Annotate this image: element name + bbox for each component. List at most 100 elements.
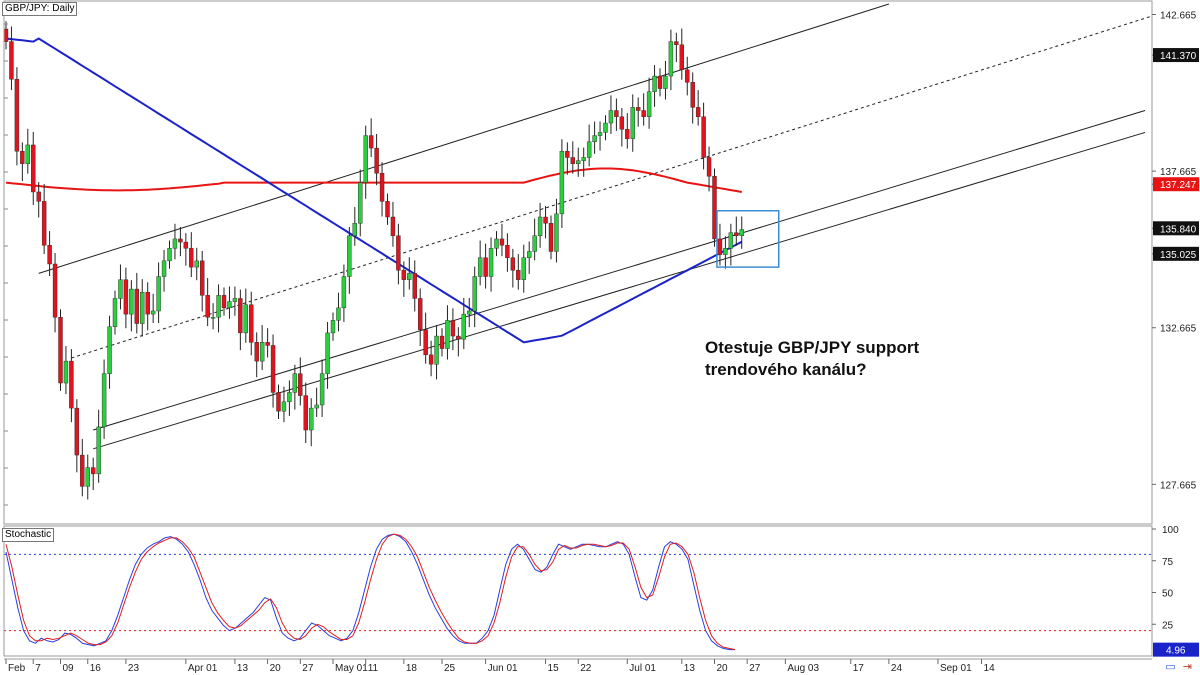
- candle-body: [690, 82, 695, 108]
- candle-body: [543, 216, 548, 224]
- candle-body: [47, 245, 52, 265]
- channel-lower-line-2: [93, 131, 1146, 450]
- candle-body: [216, 295, 221, 318]
- stochastic-label: Stochastic: [2, 528, 55, 542]
- candle-body: [156, 276, 161, 312]
- time-tick-label: 27: [302, 663, 314, 674]
- candle-body: [701, 116, 706, 158]
- candle-body: [608, 110, 614, 124]
- candle-body: [679, 44, 684, 70]
- candle-body: [739, 229, 744, 237]
- candle-body: [325, 332, 330, 374]
- candle-body: [505, 245, 510, 258]
- candle-body: [140, 291, 145, 324]
- stochastic-panel: [4, 533, 1152, 651]
- candle-body: [292, 373, 298, 393]
- candle-body: [134, 288, 140, 324]
- candle-body: [477, 257, 483, 277]
- candle-body: [352, 223, 357, 237]
- annotation-line-2: trendového kanálu?: [705, 360, 867, 379]
- price-tick-label: 137.665: [1160, 167, 1197, 178]
- candle-body: [63, 360, 69, 384]
- price-tag-box: [1153, 177, 1199, 192]
- candle-body: [488, 248, 494, 277]
- candle-body: [368, 135, 374, 149]
- candle-body: [412, 273, 417, 299]
- stoch-tick-label: 75: [1162, 557, 1174, 568]
- time-tick-label: 18: [406, 663, 418, 674]
- time-tick-label: 13: [237, 663, 249, 674]
- stochastic-d-line: [5, 533, 736, 651]
- candle-body: [210, 317, 216, 319]
- candle-body: [407, 273, 412, 280]
- candle-body: [358, 182, 363, 224]
- candle-body: [123, 279, 129, 315]
- time-tick-label: 20: [717, 663, 729, 674]
- arrow-icon[interactable]: ⇥: [1182, 661, 1192, 673]
- time-tick-label: 15: [548, 663, 560, 674]
- symbol-label: GBP/JPY: Daily: [2, 2, 78, 16]
- time-tick-label: 23: [128, 663, 140, 674]
- candle-body: [379, 172, 385, 202]
- candle-body: [221, 295, 227, 309]
- candle-body: [586, 141, 592, 158]
- candle-body: [559, 151, 565, 215]
- candle-body: [706, 157, 712, 177]
- candle-body: [527, 251, 532, 258]
- candle-body: [439, 335, 445, 349]
- price-tag-label: 135.840: [1160, 224, 1197, 235]
- time-tick-label: 17: [853, 663, 865, 674]
- time-tick-label: 14: [984, 663, 996, 674]
- candle-body: [249, 304, 254, 343]
- candle-body: [581, 157, 586, 161]
- stoch-value-label: 4.96: [1166, 646, 1186, 657]
- candle-body: [521, 257, 526, 280]
- price-tag-box: [1153, 246, 1199, 261]
- stoch-tick-label: 25: [1162, 620, 1174, 631]
- candle-body: [532, 235, 537, 252]
- candle-body: [494, 238, 499, 249]
- time-tick-label: 27: [749, 663, 761, 674]
- candle-body: [418, 298, 423, 330]
- price-tick-label: 142.665: [1160, 10, 1197, 21]
- candle-body: [319, 373, 325, 406]
- candle-body: [58, 317, 63, 384]
- time-tick-label: 20: [270, 663, 282, 674]
- candle-body: [499, 238, 505, 246]
- candle-body: [695, 107, 701, 117]
- candle-body: [74, 407, 80, 456]
- candle-body: [445, 320, 450, 349]
- candle-body: [265, 342, 270, 346]
- price-tag-label: 137.247: [1160, 180, 1197, 191]
- candle-body: [668, 41, 674, 77]
- candle-body: [630, 107, 635, 139]
- axes: 142.665 141.370 137.665 137.247 135.840 135.0…: [3, 0, 1199, 674]
- candle-body: [172, 238, 178, 249]
- candle-body: [565, 151, 570, 158]
- time-tick-label: 16: [90, 663, 102, 674]
- candle-body: [396, 235, 401, 271]
- candle-body: [663, 75, 668, 89]
- candle-body: [374, 147, 379, 174]
- price-tag-label: 135.025: [1160, 250, 1197, 261]
- candle-body: [456, 335, 461, 340]
- stoch-value-tag: [1153, 642, 1199, 657]
- candle-body: [303, 395, 308, 431]
- candle-body: [657, 75, 663, 89]
- price-tag-label: 141.370: [1160, 51, 1197, 62]
- candle-body: [161, 260, 167, 277]
- candle-body: [619, 116, 625, 130]
- candle-body: [472, 276, 477, 312]
- candle-body: [52, 263, 58, 318]
- bottom-toolbar: ▭ ⇥: [1161, 660, 1192, 673]
- candle-body: [548, 223, 554, 252]
- candle-body: [145, 291, 150, 315]
- candle-body: [646, 91, 652, 117]
- stochastic-k-line: [5, 533, 735, 651]
- candle-body: [330, 320, 336, 334]
- time-tick-label: 22: [580, 663, 592, 674]
- layers-icon[interactable]: ▭: [1165, 661, 1176, 673]
- candle-body: [287, 392, 292, 403]
- candle-body: [205, 295, 210, 318]
- candle-body: [199, 260, 205, 296]
